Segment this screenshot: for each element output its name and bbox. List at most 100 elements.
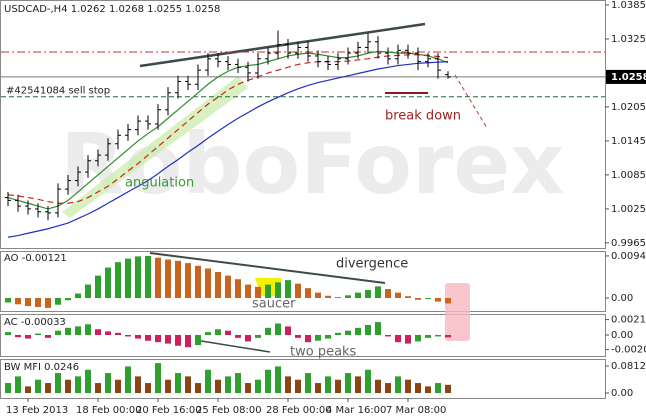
histogram-bar [415,383,421,394]
histogram-bar [435,335,441,337]
mfi-panel [0,359,606,399]
y-tick-label: 1.0085 [611,170,646,181]
histogram-bar [235,279,241,299]
histogram-bar [205,369,211,394]
histogram-bar [195,335,201,346]
histogram-bar [105,373,111,394]
histogram-bar [155,363,161,394]
histogram-bar [165,259,171,299]
histogram-bar [115,262,121,299]
histogram-bar [365,324,371,335]
chart-title: USDCAD-,H4 1.0262 1.0268 1.0255 1.0258 [4,4,220,15]
histogram-bar [265,284,271,299]
histogram-bar [335,332,341,335]
histogram-bar [265,327,271,335]
histogram-bar [445,384,451,394]
histogram-bar [255,335,261,338]
histogram-bar [415,298,421,300]
two-peaks-line [194,339,271,353]
histogram-bar [255,379,261,394]
histogram-bar [205,268,211,299]
histogram-bar [355,376,361,394]
order-label: #42541084 sell stop [6,86,110,97]
y-tick-label: 0.00 [611,330,633,341]
histogram-bar [145,255,151,299]
histogram-bar [165,379,171,394]
histogram-bar [45,298,51,308]
histogram-bar [265,369,271,394]
histogram-bar [215,272,221,299]
histogram-bar [55,373,61,394]
histogram-bar [305,335,311,343]
histogram-bar [225,376,231,394]
angulation-band [62,76,248,218]
histogram-bar [135,256,141,299]
histogram-bar [445,298,451,304]
histogram-bar [375,379,381,394]
histogram-bar [245,383,251,394]
histogram-bar [395,292,401,299]
histogram-bar [395,376,401,394]
histogram-bar [385,289,391,299]
histogram-bar [35,333,41,335]
histogram-bar [245,335,251,342]
histogram-bar [175,373,181,394]
moving-average [7,50,449,210]
histogram-bar [95,275,101,299]
histogram-bar [85,369,91,394]
histogram-bar [25,298,31,307]
highlight-box [445,283,470,341]
histogram-bar [95,329,101,335]
histogram-bar [125,258,131,299]
histogram-bar [295,283,301,299]
histogram-bar [325,376,331,394]
histogram-bar [135,335,141,339]
y-tick-label: 0.00 [611,293,633,304]
histogram-bar [125,366,131,394]
histogram-bar [325,295,331,299]
histogram-bar [185,335,191,348]
price-label: 1.0258 [611,72,646,83]
y-tick-label: 0.00215 [611,315,646,326]
histogram-bar [105,267,111,299]
y-tick-label: 1.0145 [611,136,646,147]
histogram-bar [45,383,51,394]
histogram-bar [335,297,341,299]
mfi-label: BW MFI 0.0246 [4,362,79,373]
ao-panel [0,251,606,312]
histogram-bar [305,373,311,394]
forecast-arrow [454,74,488,129]
y-tick-label: 0.00 [611,388,633,399]
histogram-bar [215,329,221,335]
histogram-bar [15,376,21,394]
histogram-bar [305,288,311,299]
histogram-bar [5,332,11,335]
histogram-bar [65,379,71,394]
histogram-bar [45,335,51,338]
histogram-bar [285,326,291,335]
y-tick-label: 0.0812 [611,361,646,372]
histogram-bar [95,383,101,394]
histogram-bar [315,335,321,341]
x-tick-label: 4 Mar 16:00 [326,405,386,416]
y-tick-label: 0.0094 [611,251,646,262]
histogram-bar [385,383,391,394]
histogram-bar [75,376,81,394]
histogram-bar [445,335,451,338]
histogram-bar [435,383,441,394]
histogram-bar [345,373,351,394]
histogram-bar [205,332,211,335]
y-tick-label: 0.9965 [611,238,646,249]
histogram-bar [15,335,21,338]
histogram-bar [295,379,301,394]
histogram-bar [345,295,351,299]
histogram-bar [185,376,191,394]
histogram-bar [345,330,351,335]
histogram-bar [145,335,151,341]
histogram-bar [85,284,91,299]
histogram-bar [395,335,401,343]
histogram-bar [225,330,231,335]
moving-average [7,54,449,204]
